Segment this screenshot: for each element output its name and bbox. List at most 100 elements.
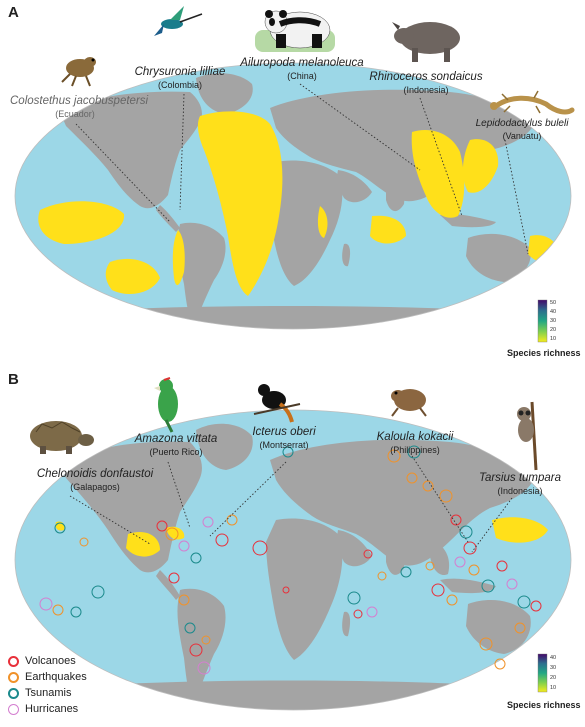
species-name: Colostethus jacobuspetersi — [10, 95, 149, 107]
hotspot-east-pacific-a — [38, 201, 125, 244]
hotspot-southeast-asia-a — [411, 130, 465, 218]
parrot-icon — [154, 377, 178, 433]
land-africa-b — [266, 518, 343, 660]
land-south-america-b — [177, 588, 226, 702]
toad-icon — [391, 389, 427, 417]
hotspot-east-asia-a — [462, 139, 499, 193]
colorbar-a-title: Species richness — [507, 348, 581, 358]
species-label: Colostethus jacobuspetersi (Ecuador) — [10, 95, 149, 121]
land-australia-a — [466, 233, 531, 282]
land-eurasia-a — [270, 89, 535, 202]
species-name: Chrysuronia lilliae — [134, 66, 226, 78]
tortoise-icon — [30, 421, 94, 454]
species-name: Chelonoidis donfaustoi — [36, 468, 154, 480]
land-antarctica-b — [15, 680, 571, 710]
species-location: (Indonesia) — [497, 486, 543, 496]
species-name: Lepidodactylus buleli — [475, 118, 569, 129]
land-india-b — [386, 536, 405, 575]
legend-tsunamis: Tsunamis — [8, 687, 71, 699]
species-location: (China) — [287, 71, 317, 81]
colorbar-a — [537, 299, 548, 343]
legend-hurricanes: Hurricanes — [8, 703, 78, 715]
land-north-america-b — [60, 441, 202, 573]
cbar-b-tick: 10 — [550, 685, 556, 691]
hummingbird-icon — [154, 6, 203, 36]
cbar-a-tick: 50 — [550, 300, 556, 306]
legend-volcanoes: Volcanoes — [8, 655, 76, 667]
species-label: Ailuropoda melanoleuca (China) — [232, 57, 372, 83]
hazard-rings — [39, 445, 542, 675]
cbar-b-tick: 40 — [550, 655, 556, 661]
hotspot-melanesia-b — [492, 517, 548, 543]
species-location: (Vanuatu) — [502, 131, 542, 141]
panel-a-letter: A — [8, 4, 19, 21]
species-name: Tarsius tumpara — [478, 472, 562, 484]
land-madagascar-b — [342, 611, 351, 637]
pointer-lines-a — [75, 83, 529, 255]
species-label: Amazona vittata (Puerto Rico) — [126, 433, 226, 459]
land-africa-a — [266, 160, 343, 286]
land-north-america-a — [60, 91, 202, 209]
species-label: Kaloula kokacii (Philippines) — [360, 431, 470, 457]
land-arabia-a — [337, 170, 372, 203]
cbar-b-tick: 20 — [550, 675, 556, 681]
species-name: Rhinoceros sondaicus — [369, 71, 483, 83]
hotspot-south-pacific-a — [105, 258, 160, 294]
colorbar-a-ticks: 50 40 30 20 10 — [550, 300, 556, 342]
land-madagascar-a — [342, 243, 351, 267]
species-label: Chrysuronia lilliae (Colombia) — [120, 66, 240, 92]
land-greenland-b — [196, 423, 253, 470]
species-location: (Galapagos) — [70, 482, 120, 492]
hotspot-indian-ocean-a — [370, 215, 406, 244]
oriole-icon — [253, 384, 301, 423]
species-location: (Ecuador) — [55, 109, 95, 119]
land-greenland-a — [196, 73, 253, 114]
rhino-icon — [392, 22, 460, 62]
cbar-b-tick: 30 — [550, 665, 556, 671]
species-label: Chelonoidis donfaustoi (Galapagos) — [30, 468, 160, 494]
species-label: Lepidodactylus buleli (Vanuatu) — [466, 117, 578, 143]
land-arabia-b — [337, 530, 372, 567]
legend-label: Hurricanes — [25, 703, 79, 715]
colorbar-b-ticks: 40 30 20 10 — [550, 655, 556, 691]
cbar-a-tick: 30 — [550, 318, 556, 324]
cbar-a-tick: 20 — [550, 327, 556, 333]
species-label: Icterus oberi (Montserrat) — [234, 426, 334, 452]
land-india-a — [386, 176, 405, 212]
land-indonesia-b — [440, 578, 496, 594]
hotspot-central-atlantic-a — [197, 111, 283, 296]
land-southeast-asia-b — [430, 540, 450, 576]
land-south-america-a — [177, 222, 226, 324]
cbar-a-tick: 10 — [550, 336, 556, 342]
land-central-america-a — [156, 205, 180, 232]
species-name: Amazona vittata — [134, 433, 218, 445]
hotspot-caribbean-b — [166, 526, 185, 540]
colorbar-b — [537, 653, 548, 693]
species-label: Rhinoceros sondaicus (Indonesia) — [366, 71, 486, 97]
land-indonesia-a — [440, 214, 496, 228]
earthquake-ring-icon — [8, 671, 19, 683]
species-location: (Puerto Rico) — [149, 447, 203, 457]
volcano-ring-icon — [8, 655, 19, 667]
species-name: Kaloula kokacii — [376, 431, 454, 443]
frog-icon — [61, 57, 96, 87]
pointer-lines-b — [69, 455, 513, 553]
species-name: Ailuropoda melanoleuca — [240, 57, 364, 69]
species-location: (Indonesia) — [403, 85, 449, 95]
hotspot-galapagos-b — [126, 531, 160, 557]
legend-earthquakes: Earthquakes — [8, 671, 87, 683]
legend-label: Earthquakes — [25, 671, 87, 683]
tarsier-icon — [517, 401, 538, 471]
species-name: Icterus oberi — [252, 426, 316, 438]
map-b: 40 30 20 10 — [14, 377, 572, 711]
land-central-america-b — [156, 570, 180, 600]
panel-b-letter: B — [8, 371, 19, 388]
gecko-icon — [490, 90, 575, 115]
hotspot-andes-a — [172, 230, 185, 286]
legend-label: Tsunamis — [25, 687, 72, 699]
land-eurasia-b — [270, 439, 535, 566]
land-antarctica-a — [15, 306, 571, 329]
hurricane-ring-icon — [8, 703, 19, 715]
species-location: (Colombia) — [157, 80, 202, 90]
